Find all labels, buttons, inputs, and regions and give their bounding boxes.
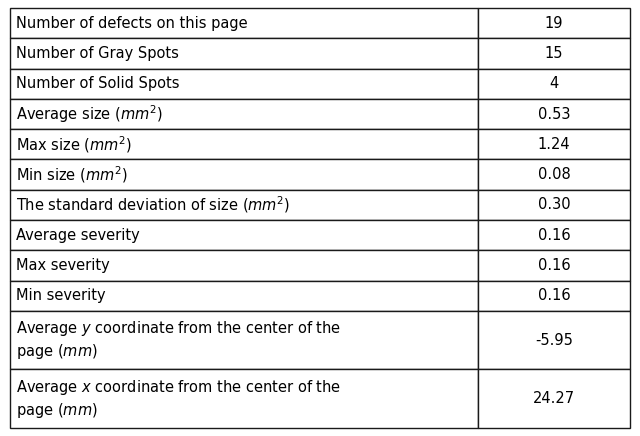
Bar — [10, 220, 478, 250]
Bar — [478, 160, 630, 190]
Text: Average $\mathit{y}$ coordinate from the center of the
page ($\mathit{mm}$): Average $\mathit{y}$ coordinate from the… — [16, 319, 341, 361]
Text: 0.16: 0.16 — [538, 288, 570, 303]
Bar — [10, 281, 478, 311]
Text: 15: 15 — [545, 46, 563, 61]
Bar — [478, 369, 630, 428]
Text: 0.16: 0.16 — [538, 258, 570, 273]
Text: 0.16: 0.16 — [538, 228, 570, 243]
Text: Number of Solid Spots: Number of Solid Spots — [16, 76, 179, 91]
Text: 1.24: 1.24 — [538, 137, 570, 152]
Text: Max size ($\mathit{mm}^2$): Max size ($\mathit{mm}^2$) — [16, 134, 132, 155]
Text: Min severity: Min severity — [16, 288, 106, 303]
Text: Average size ($\mathit{mm}^2$): Average size ($\mathit{mm}^2$) — [16, 103, 163, 125]
Bar — [10, 250, 478, 281]
Text: 19: 19 — [545, 16, 563, 31]
Bar — [10, 99, 478, 129]
Text: Number of Gray Spots: Number of Gray Spots — [16, 46, 179, 61]
Bar — [10, 38, 478, 68]
Text: 0.08: 0.08 — [538, 167, 570, 182]
Bar — [478, 99, 630, 129]
Bar — [10, 68, 478, 99]
Text: Number of defects on this page: Number of defects on this page — [16, 16, 248, 31]
Bar — [10, 129, 478, 160]
Bar — [478, 68, 630, 99]
Text: Min size ($\mathit{mm}^2$): Min size ($\mathit{mm}^2$) — [16, 164, 128, 185]
Text: 0.30: 0.30 — [538, 198, 570, 212]
Bar — [478, 311, 630, 369]
Bar — [478, 220, 630, 250]
Text: Max severity: Max severity — [16, 258, 109, 273]
Text: Average $\mathit{x}$ coordinate from the center of the
page ($\mathit{mm}$): Average $\mathit{x}$ coordinate from the… — [16, 378, 341, 420]
Bar — [478, 281, 630, 311]
Bar — [10, 190, 478, 220]
Bar — [478, 250, 630, 281]
Bar — [10, 8, 478, 38]
Text: 0.53: 0.53 — [538, 106, 570, 122]
Text: Average severity: Average severity — [16, 228, 140, 243]
Bar — [478, 38, 630, 68]
Bar — [478, 190, 630, 220]
Bar — [478, 129, 630, 160]
Text: The standard deviation of size ($\mathit{mm}^2$): The standard deviation of size ($\mathit… — [16, 194, 291, 215]
Bar — [10, 311, 478, 369]
Text: 4: 4 — [549, 76, 559, 91]
Text: -5.95: -5.95 — [535, 333, 573, 347]
Bar — [478, 8, 630, 38]
Bar — [10, 160, 478, 190]
Text: 24.27: 24.27 — [533, 391, 575, 406]
Bar — [10, 369, 478, 428]
